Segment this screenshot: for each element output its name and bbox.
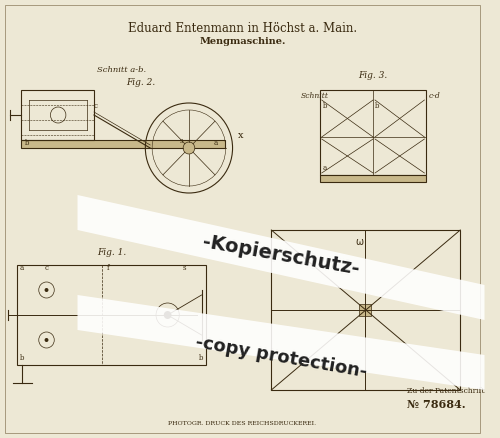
Circle shape	[183, 142, 195, 154]
Circle shape	[44, 288, 48, 292]
Circle shape	[44, 338, 48, 342]
Text: s: s	[180, 137, 183, 145]
Text: b: b	[322, 102, 327, 110]
Bar	[22, 140, 225, 148]
Text: a: a	[213, 139, 218, 147]
Text: ω: ω	[356, 237, 364, 247]
Bar	[272, 230, 460, 390]
Text: Fig. 3.: Fig. 3.	[358, 71, 388, 80]
Text: Fig. 1.: Fig. 1.	[97, 248, 126, 257]
Text: b: b	[198, 354, 203, 362]
Text: a: a	[322, 164, 327, 172]
Text: s: s	[182, 264, 186, 272]
Polygon shape	[78, 195, 484, 320]
Text: c-d: c-d	[428, 92, 440, 100]
Circle shape	[164, 311, 172, 319]
Text: c: c	[44, 264, 48, 272]
Bar	[320, 90, 426, 175]
Text: c: c	[94, 102, 98, 110]
Bar	[360, 304, 371, 316]
Text: Zu der Patentschrift: Zu der Patentschrift	[407, 387, 484, 395]
Text: № 78684.: № 78684.	[407, 399, 466, 410]
Text: Schnitt: Schnitt	[300, 92, 328, 100]
Text: Schnitt a-b.: Schnitt a-b.	[97, 66, 146, 74]
Text: Fig. 2.: Fig. 2.	[126, 78, 155, 87]
Bar	[18, 265, 206, 365]
Text: -Kopierschutz-: -Kopierschutz-	[201, 232, 361, 278]
Text: b: b	[25, 139, 29, 147]
Text: -copy protection-: -copy protection-	[194, 333, 368, 381]
Text: PHOTOGR. DRUCK DES REICHSDRUCKEREI.: PHOTOGR. DRUCK DES REICHSDRUCKEREI.	[168, 421, 316, 426]
Bar	[22, 90, 94, 140]
Text: b: b	[375, 102, 380, 110]
Text: b: b	[20, 354, 24, 362]
Text: Mengmaschine.: Mengmaschine.	[199, 38, 286, 46]
Bar	[320, 175, 426, 182]
Text: a: a	[20, 264, 24, 272]
Text: x: x	[238, 131, 243, 140]
Polygon shape	[78, 295, 484, 390]
Text: f: f	[106, 264, 109, 272]
Text: Eduard Entenmann in Höchst a. Main.: Eduard Entenmann in Höchst a. Main.	[128, 21, 357, 35]
